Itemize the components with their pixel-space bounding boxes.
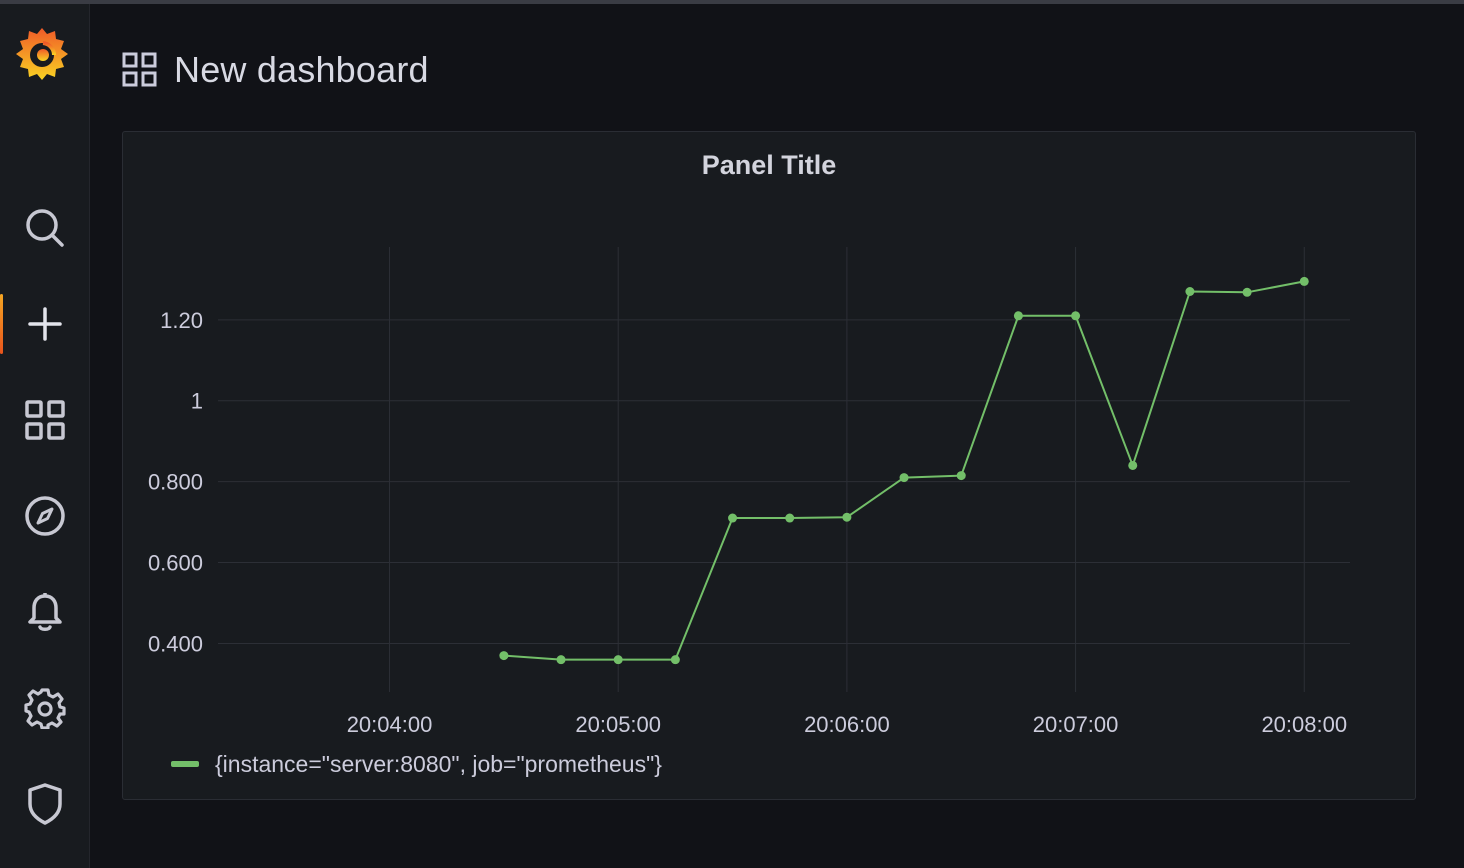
grafana-logo-icon[interactable] [12, 24, 72, 84]
data-point [1128, 460, 1138, 470]
time-series-chart: 0.400 0.600 0.800 1 1.20 20:04:00 20:05:00 20:0… [148, 247, 1350, 737]
legend: {instance="server:8080", job="prometheus… [171, 748, 662, 780]
dashboard-header: New dashboard [122, 46, 429, 94]
y-tick-label: 1.20 [160, 308, 203, 333]
data-point [842, 512, 852, 522]
data-point [556, 655, 566, 665]
data-point [1071, 311, 1081, 321]
data-point [1013, 311, 1023, 321]
data-point [1299, 276, 1309, 286]
search-icon[interactable] [0, 192, 89, 264]
data-point [899, 473, 909, 483]
x-tick-label: 20:08:00 [1261, 712, 1347, 737]
legend-swatch [171, 761, 199, 767]
bell-icon[interactable] [0, 576, 89, 648]
data-point [1242, 287, 1252, 297]
shield-icon[interactable] [0, 768, 89, 840]
dashboard-grid-icon [122, 52, 158, 88]
series-line [503, 280, 1305, 661]
data-point [785, 513, 795, 523]
y-tick-label: 0.600 [148, 551, 203, 576]
x-tick-label: 20:07:00 [1033, 712, 1119, 737]
data-point [499, 651, 509, 661]
data-point [670, 655, 680, 665]
sidebar [0, 4, 90, 868]
plus-icon[interactable] [0, 288, 89, 360]
graph-panel[interactable]: Panel Title 0.400 0.600 0.800 1 1.20 20:04:00… [122, 131, 1416, 800]
y-tick-label: 1 [191, 389, 203, 414]
x-tick-label: 20:04:00 [347, 712, 433, 737]
gear-icon[interactable] [0, 672, 89, 744]
x-tick-label: 20:06:00 [804, 712, 890, 737]
data-point [1185, 287, 1195, 296]
y-tick-label: 0.400 [148, 631, 203, 656]
data-point [728, 513, 738, 523]
x-tick-label: 20:05:00 [575, 712, 661, 737]
grid-icon[interactable] [0, 384, 89, 456]
compass-icon[interactable] [0, 480, 89, 552]
data-point [613, 655, 623, 665]
panel-title[interactable]: Panel Title [701, 150, 837, 180]
legend-series-label[interactable]: {instance="server:8080", job="prometheus… [215, 750, 662, 777]
y-tick-label: 0.800 [148, 470, 203, 495]
data-point [956, 471, 966, 481]
window-top-border [0, 0, 1464, 4]
page-title[interactable]: New dashboard [174, 49, 429, 90]
